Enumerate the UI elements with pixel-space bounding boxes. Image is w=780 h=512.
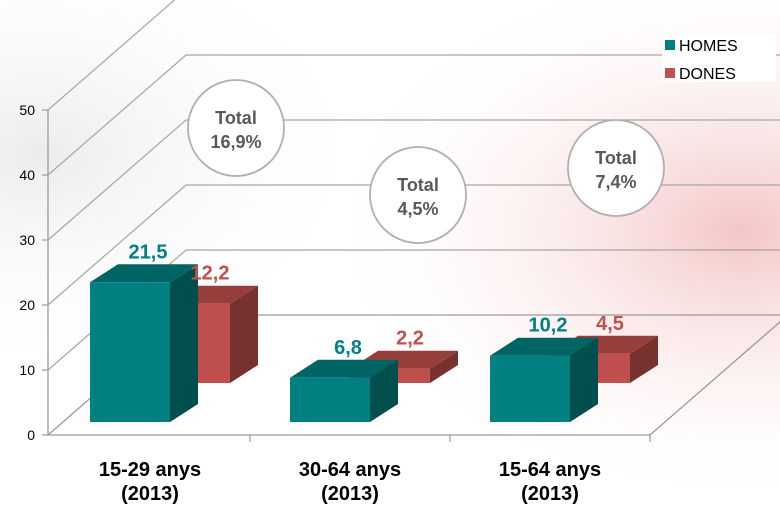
total-callout: Total 16,9% bbox=[187, 79, 285, 177]
bar-homes bbox=[90, 264, 198, 422]
category-label: 15-64 anys bbox=[499, 459, 601, 481]
bar-homes-side bbox=[370, 359, 398, 422]
bar-homes bbox=[490, 337, 598, 422]
bar-homes-front bbox=[490, 355, 570, 422]
gridline bbox=[47, 54, 780, 176]
legend-swatch-dones bbox=[665, 68, 675, 78]
bar-dones-side bbox=[230, 285, 258, 383]
bar-homes-side bbox=[170, 264, 198, 422]
total-value: 7,4% bbox=[595, 172, 636, 192]
homes-value-label: 21,5 bbox=[129, 241, 168, 263]
total-value: 4,5% bbox=[397, 199, 438, 219]
total-label: Total bbox=[397, 175, 439, 195]
bar-homes-top bbox=[290, 359, 398, 378]
legend-label-dones: DONES bbox=[679, 66, 736, 83]
legend-swatch-homes bbox=[665, 40, 675, 50]
category-label: 15-29 anys bbox=[99, 459, 201, 481]
y-tick-label: 0 bbox=[27, 427, 35, 443]
bar-homes-front bbox=[290, 377, 370, 422]
total-circle bbox=[187, 79, 285, 177]
bar-homes-front bbox=[90, 282, 170, 422]
total-label: Total bbox=[595, 148, 637, 168]
homes-value-label: 10,2 bbox=[529, 315, 568, 337]
gridline bbox=[47, 119, 780, 241]
category-label: (2013) bbox=[321, 483, 379, 505]
total-callout: Total 4,5% bbox=[369, 146, 467, 244]
legend: HOMES DONES bbox=[662, 36, 776, 83]
category-label: 30-64 anys bbox=[299, 459, 401, 481]
dones-value-label: 4,5 bbox=[596, 313, 624, 335]
total-circle bbox=[567, 119, 665, 217]
bar-homes-top bbox=[90, 264, 198, 283]
gridline bbox=[47, 0, 176, 111]
category-label: (2013) bbox=[521, 483, 579, 505]
dones-value-label: 12,2 bbox=[191, 263, 230, 285]
bar-dones-side bbox=[430, 350, 458, 383]
total-value: 16,9% bbox=[210, 132, 261, 152]
total-callout: Total 7,4% bbox=[567, 119, 665, 217]
y-tick-label: 20 bbox=[19, 297, 35, 313]
legend-background bbox=[662, 36, 776, 82]
bar-homes bbox=[290, 359, 398, 422]
total-label: Total bbox=[215, 108, 257, 128]
y-tick-label: 50 bbox=[19, 102, 35, 118]
bar-dones-side bbox=[630, 335, 658, 383]
bar-homes-top bbox=[490, 337, 598, 356]
dones-value-label: 2,2 bbox=[396, 328, 424, 350]
legend-label-homes: HOMES bbox=[679, 38, 738, 55]
bar-homes-side bbox=[570, 337, 598, 422]
category-label: (2013) bbox=[121, 483, 179, 505]
total-circle bbox=[369, 146, 467, 244]
y-tick-label: 10 bbox=[19, 362, 35, 378]
y-tick-label: 30 bbox=[19, 232, 35, 248]
homes-value-label: 6,8 bbox=[334, 337, 362, 359]
y-tick-label: 40 bbox=[19, 167, 35, 183]
